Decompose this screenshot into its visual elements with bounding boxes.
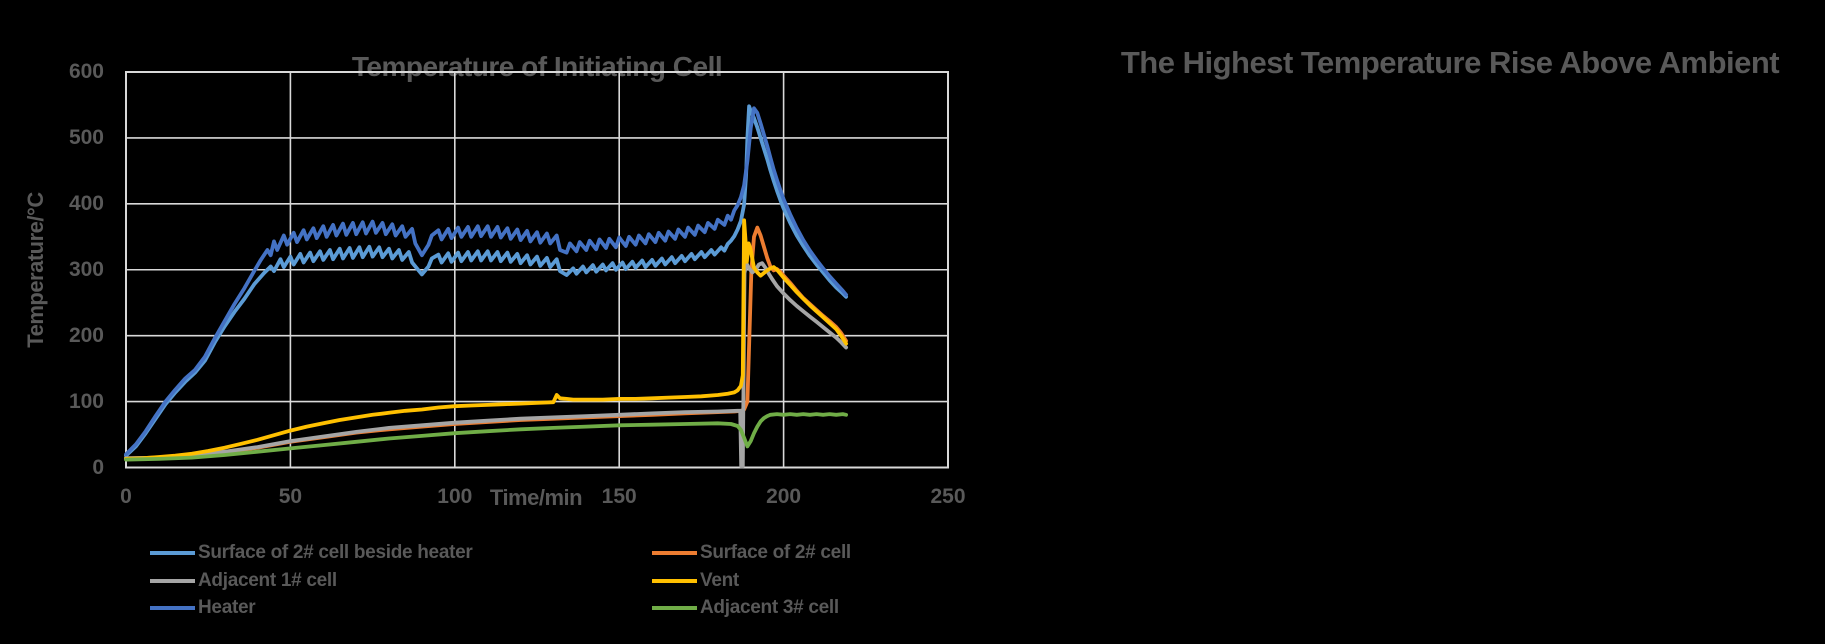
legend-label: Vent [700,569,739,591]
legend-swatch [652,551,697,555]
legend-item-adjacent-1-cell: Adjacent 1# cell [150,569,337,593]
legend-swatch [652,578,697,583]
legend-swatch [150,578,195,583]
x-tick-label: 150 [601,485,637,508]
x-tick-label: 100 [437,485,473,508]
legend-item-adjacent-3-cell: Adjacent 3# cell [652,596,839,620]
y-tick-label: 100 [68,389,104,413]
series-line-adjacent-1-cell [124,261,848,469]
series-line-heater [124,106,848,457]
legend-item-surface-2-beside-heater: Surface of 2# cell beside heater [150,541,473,565]
x-tick-label: 250 [930,485,966,508]
legend-label: Surface of 2# cell [700,542,851,563]
y-tick-label: 500 [68,125,104,149]
series-line-vent [124,218,848,461]
series-line-surface-2-cell [124,225,848,461]
legend-item-surface-2-cell: Surface of 2# cell [652,541,851,565]
legend-swatch [150,551,195,555]
legend-item-vent: Vent [652,569,739,593]
plot-border [125,71,949,469]
series-line-adjacent-3-cell [124,412,848,462]
legend-label: Adjacent 1# cell [198,569,337,591]
left-chart-title: Temperature of Initiating Cell [351,51,723,83]
right-chart-title: The Highest Temperature Rise Above Ambie… [1120,44,1780,80]
x-tick-label: 200 [766,485,802,508]
legend-swatch [150,606,195,610]
legend-label: Adjacent 3# cell [700,597,839,618]
legend-label: Surface of 2# cell beside heater [198,542,473,563]
y-tick-label: 200 [68,323,104,347]
legend-label: Heater [198,597,256,618]
x-tick-label: 50 [278,485,303,508]
legend-swatch [652,606,697,610]
legend-item-heater: Heater [150,596,256,620]
y-tick-label: 300 [68,257,104,281]
x-axis-title: Time/min [489,485,583,510]
y-tick-label: 400 [68,191,104,215]
y-tick-label: 600 [68,60,104,83]
x-tick-label: 0 [120,485,132,508]
y-tick-label: 0 [92,455,104,479]
